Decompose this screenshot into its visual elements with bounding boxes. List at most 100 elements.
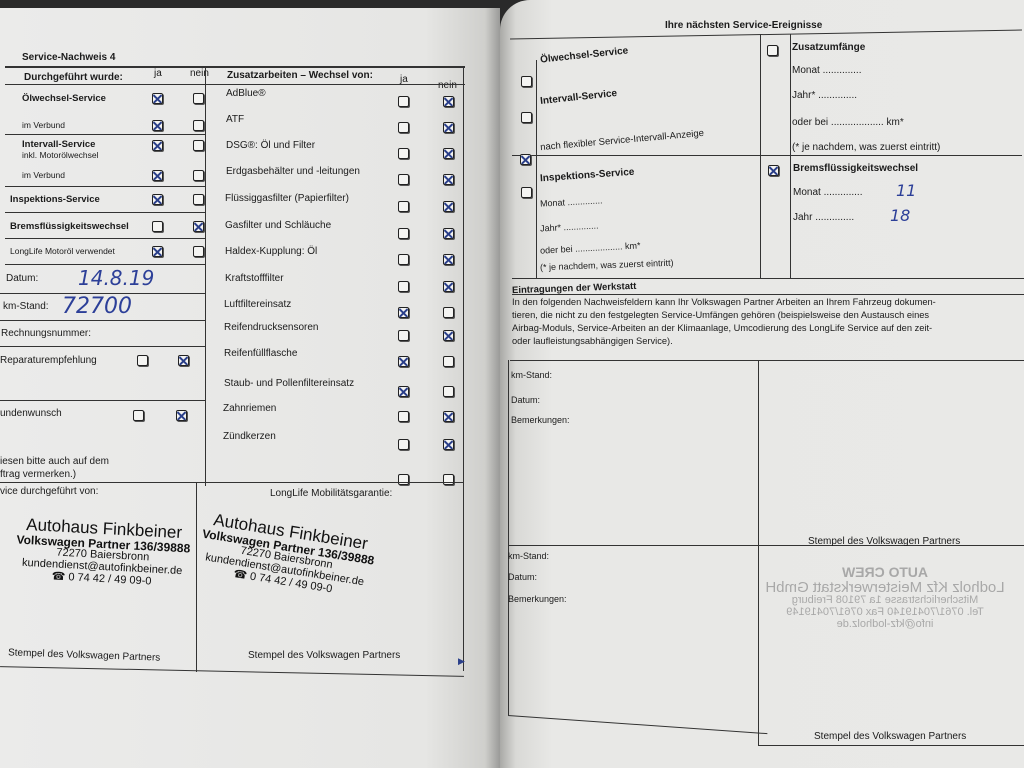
extra-ja-checkbox[interactable] [398,174,409,185]
workshop-text: oder laufleistungsabhängigen Service). [512,336,673,346]
invoice-label: Rechnungsnummer: [1,328,92,339]
extra-nein-checkbox[interactable] [443,228,454,239]
brake-month-value[interactable]: 11 [896,181,917,200]
service-row-label: im Verbund [22,120,65,130]
service-row-label: Ölwechsel-Service [22,93,106,104]
extra-nein-checkbox[interactable] [443,411,454,422]
brake-fluid-label: Bremsflüssigkeitswechsel [793,163,919,174]
month-field[interactable]: Monat .............. [539,195,603,209]
note: (* je nachdem, was zuerst eintritt) [792,142,941,153]
right-page: Ihre nächsten Service-Ereignisse Ölwechs… [500,0,1024,768]
repair-recommendation-label: Reparaturempfehlung [0,355,97,366]
extra-nein-checkbox[interactable] [443,254,454,265]
ghost-stamp-imprint: AUTO CREW Lodholz Kfz Meisterwerkstatt G… [765,564,1005,630]
extra-nein-checkbox[interactable] [443,201,454,212]
extra-ja-checkbox[interactable] [398,386,409,397]
extra-ja-checkbox[interactable] [398,439,409,450]
extra-nein-checkbox[interactable] [443,281,454,292]
extra-ja-checkbox[interactable] [398,122,409,133]
extra-ja-checkbox[interactable] [398,474,409,485]
service-record-title: Service-Nachweis 4 [22,52,116,63]
month-field[interactable]: Monat .............. [792,65,862,76]
performed-header: Durchgeführt wurde: [24,72,123,83]
repair-ja-checkbox[interactable] [137,355,148,366]
service-nein-checkbox[interactable] [193,246,204,257]
extra-ja-checkbox[interactable] [398,411,409,422]
service-row-sublabel: inkl. Motorölwechsel [22,150,99,160]
brake-month-field[interactable]: Monat .............. [793,187,863,198]
interval-service-label: Intervall-Service [539,87,618,108]
extra-work-label: Reifenfüllflasche [224,348,298,359]
service-nein-checkbox[interactable] [193,170,204,181]
date-value[interactable]: 14.8.19 [78,266,155,290]
service-row-label: im Verbund [22,170,65,180]
service-ja-checkbox[interactable] [152,194,163,205]
oil-service-checkbox[interactable] [521,76,532,87]
brake-year-field[interactable]: Jahr .............. [793,212,855,223]
service-nein-checkbox[interactable] [193,221,204,232]
extra-nein-checkbox[interactable] [443,356,454,367]
extra-ja-checkbox[interactable] [398,254,409,265]
inspection-service-label: Inspektions-Service [539,166,635,185]
service-ja-checkbox[interactable] [152,170,163,181]
extra-work-label: Reifendrucksensoren [224,322,319,333]
service-nein-checkbox[interactable] [193,120,204,131]
service-nein-checkbox[interactable] [193,194,204,205]
service-nein-checkbox[interactable] [193,140,204,151]
customer-ja-checkbox[interactable] [133,410,144,421]
oil-service-label: Ölwechsel-Service [539,45,629,66]
ja-header: ja [400,74,408,85]
workshop-text: tieren, die nicht zu den festgelegten Se… [512,310,930,320]
extra-ja-checkbox[interactable] [398,96,409,107]
extra-work-label: Flüssiggasfilter (Papierfilter) [225,193,349,204]
extra-ja-checkbox[interactable] [398,356,409,367]
km-label: km-Stand: [3,301,49,312]
extra-nein-checkbox[interactable] [443,386,454,397]
extra-nein-checkbox[interactable] [443,474,454,485]
extra-nein-checkbox[interactable] [443,122,454,133]
service-ja-checkbox[interactable] [152,221,163,232]
customer-nein-checkbox[interactable] [176,410,187,421]
stamp-label: Stempel des Volkswagen Partners [248,650,401,661]
brake-year-value[interactable]: 18 [890,206,911,225]
brake-fluid-checkbox[interactable] [768,165,779,176]
extra-work-label: Kraftstofffilter [225,273,284,284]
extra-ja-checkbox[interactable] [398,228,409,239]
year-field[interactable]: Jahr* .............. [792,90,858,101]
extra-nein-checkbox[interactable] [443,330,454,341]
year-field[interactable]: Jahr* .............. [539,220,599,234]
stamp-label: Stempel des Volkswagen Partners [814,731,967,742]
flexible-interval-checkbox[interactable] [520,154,531,165]
service-ja-checkbox[interactable] [152,140,163,151]
extra-work-label: Zündkerzen [223,431,276,442]
additional-scope-label: Zusatzumfänge [792,42,866,53]
additional-scope-checkbox[interactable] [767,45,778,56]
km-value[interactable]: 72700 [62,294,132,319]
workshop-text: In den folgenden Nachweisfeldern kann Ih… [512,297,936,307]
service-row-label: LongLife Motoröl verwendet [10,246,115,256]
inspection-service-checkbox[interactable] [521,187,532,198]
extra-nein-checkbox[interactable] [443,439,454,450]
customer-request-label: undenwunsch [0,408,62,419]
extra-nein-checkbox[interactable] [443,96,454,107]
service-ja-checkbox[interactable] [152,93,163,104]
extra-ja-checkbox[interactable] [398,281,409,292]
interval-service-checkbox[interactable] [521,112,532,123]
service-ja-checkbox[interactable] [152,246,163,257]
left-page: Service-Nachweis 4 Durchgeführt wurde: j… [0,8,500,768]
service-nein-checkbox[interactable] [193,93,204,104]
extra-nein-checkbox[interactable] [443,307,454,318]
extra-nein-checkbox[interactable] [443,174,454,185]
extra-ja-checkbox[interactable] [398,148,409,159]
repair-nein-checkbox[interactable] [178,355,189,366]
extra-ja-checkbox[interactable] [398,201,409,212]
km-field[interactable]: oder bei ................... km* [792,117,904,128]
service-ja-checkbox[interactable] [152,120,163,131]
extra-ja-checkbox[interactable] [398,330,409,341]
extra-work-label: AdBlue® [226,88,266,99]
dealer-stamp: Autohaus Finkbeiner Volkswagen Partner 1… [16,514,191,588]
extra-ja-checkbox[interactable] [398,307,409,318]
extra-nein-checkbox[interactable] [443,148,454,159]
extra-work-label: Haldex-Kupplung: Öl [225,246,318,257]
km-field[interactable]: oder bei ................... km* [539,240,641,256]
